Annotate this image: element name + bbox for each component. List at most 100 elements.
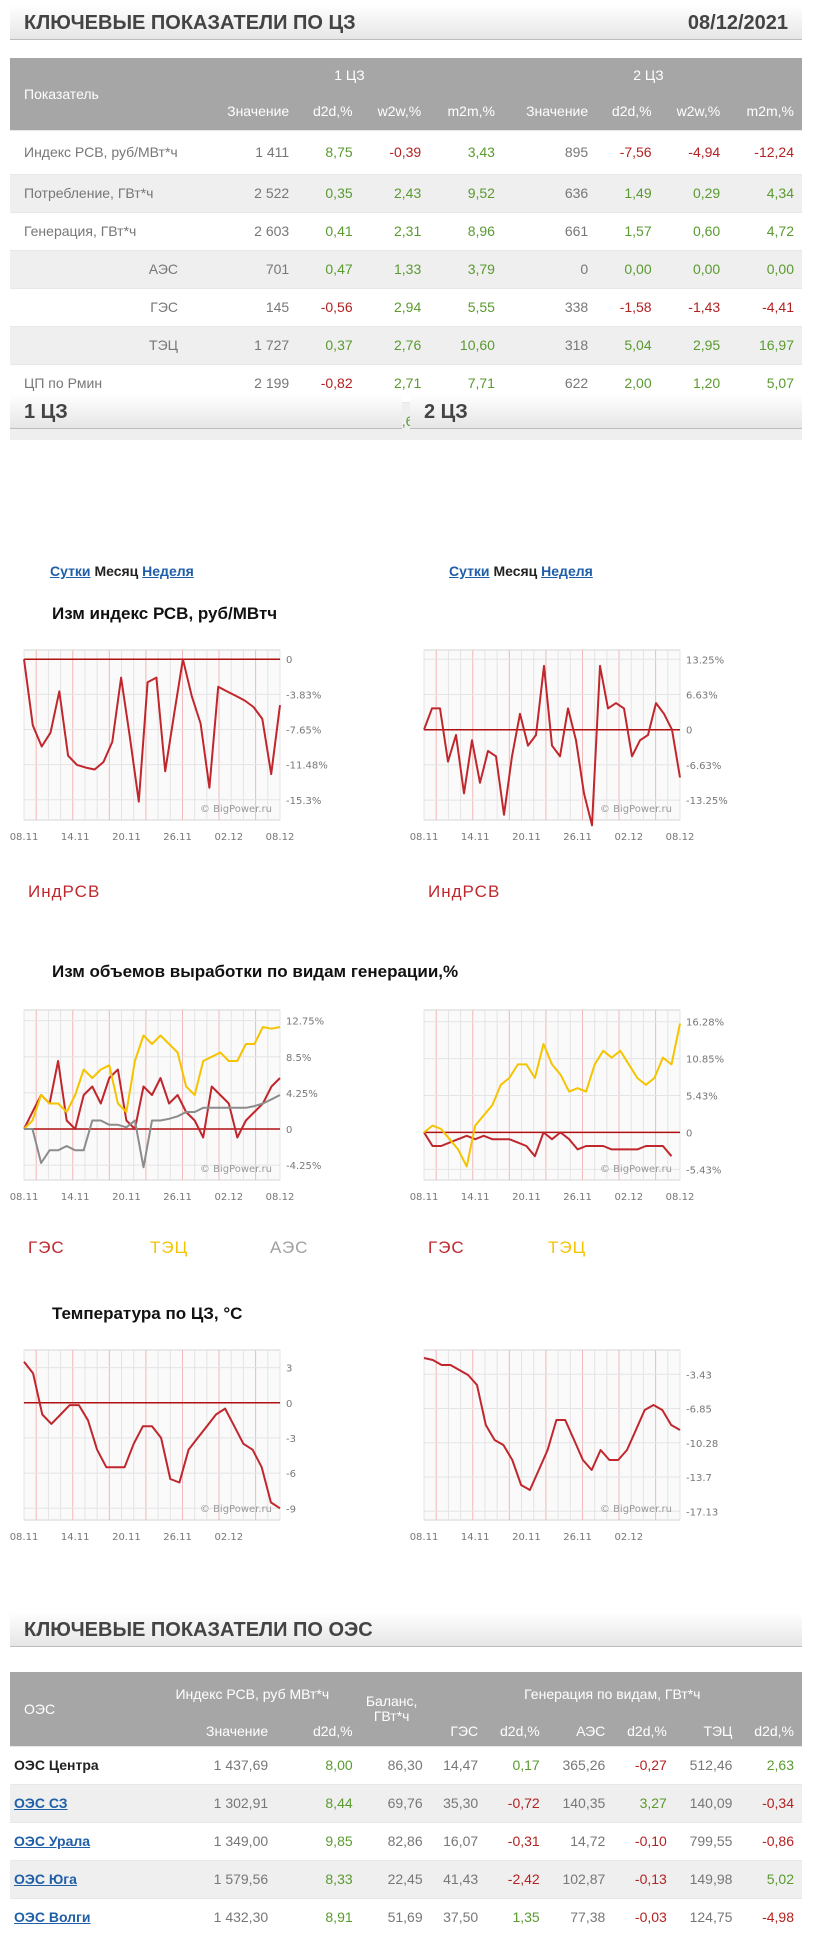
period-week-link[interactable]: Неделя bbox=[541, 563, 593, 579]
cell-value: 636 bbox=[502, 173, 597, 212]
table-row: Потребление, ГВт*ч 2 522 0,35 2,43 9,52 636 1,… bbox=[10, 173, 802, 212]
col-value: Значение bbox=[204, 92, 298, 130]
price-chart-title: Изм индекс РСВ, руб/МВтч bbox=[52, 604, 278, 623]
cell-value: 37,50 bbox=[430, 1897, 487, 1936]
cell-value: 0,35 bbox=[297, 173, 361, 212]
x-tick-label: 26.11 bbox=[163, 1192, 192, 1203]
cell-value: -4,41 bbox=[728, 287, 802, 326]
x-tick-label: 26.11 bbox=[563, 1532, 592, 1543]
chart-temp-cz2: -3.43 -6.85 -10.28 -13.7 -17.13 08.11 14.11 20.… bbox=[410, 1349, 718, 1543]
cell-value: 1 349,00 bbox=[152, 1821, 277, 1860]
y-tick-label: -4.25% bbox=[286, 1161, 321, 1172]
series-line bbox=[23, 1060, 281, 1139]
period-day-link[interactable]: Сутки bbox=[449, 563, 490, 579]
x-tick-label: 14.11 bbox=[461, 1532, 490, 1543]
cell-value: -0,31 bbox=[486, 1821, 548, 1860]
y-tick-label: 0 bbox=[286, 1125, 292, 1136]
cell-value: 5,02 bbox=[740, 1859, 802, 1898]
y-tick-label: -6 bbox=[286, 1469, 296, 1480]
oes-name[interactable]: ОЭС Юга bbox=[10, 1859, 152, 1898]
y-tick-label: 0 bbox=[286, 655, 292, 666]
series-line bbox=[23, 658, 281, 803]
cell-value: 140,35 bbox=[547, 1783, 614, 1822]
watermark: © BigPower.ru bbox=[600, 1504, 672, 1515]
gen-chart-title: Изм объемов выработки по видам генерации… bbox=[52, 962, 459, 981]
x-tick-label: 26.11 bbox=[563, 1192, 592, 1203]
cell-value: 1,49 bbox=[596, 173, 660, 212]
zone1-header: 1 ЦЗ bbox=[10, 394, 402, 429]
cell-value: -2,42 bbox=[486, 1859, 548, 1898]
cell-value: 512,46 bbox=[674, 1745, 741, 1784]
cell-value: 2 522 bbox=[204, 173, 298, 212]
y-tick-label: 0 bbox=[686, 726, 692, 737]
x-tick-label: 08.11 bbox=[410, 1192, 438, 1203]
x-tick-label: 20.11 bbox=[112, 832, 141, 843]
table-row: ОЭС СЗ 1 302,91 8,44 69,76 35,30 -0,72 140,35 3… bbox=[10, 1783, 802, 1822]
cell-value: 2,95 bbox=[659, 325, 729, 364]
cell-value: 1 432,30 bbox=[152, 1897, 277, 1936]
row-label: Генерация, ГВт*ч bbox=[10, 211, 204, 250]
x-tick-label: 26.11 bbox=[563, 832, 592, 843]
x-tick-label: 02.12 bbox=[214, 832, 243, 843]
oes-name[interactable]: ОЭС Волги bbox=[10, 1897, 152, 1936]
cell-value: 124,75 bbox=[674, 1897, 741, 1936]
cell-value: 661 bbox=[502, 211, 597, 250]
cell-value: 1 411 bbox=[204, 129, 298, 174]
table-row: Индекс РСВ, руб/МВт*ч 1 411 8,75 -0,39 3,43 8… bbox=[10, 129, 802, 174]
cell-value: 2,76 bbox=[360, 325, 430, 364]
series-line bbox=[423, 664, 681, 827]
legend-thermal-1: ТЭЦ bbox=[150, 1238, 189, 1257]
col-m2m: m2m,% bbox=[429, 92, 503, 130]
y-tick-label: 4.25% bbox=[286, 1089, 318, 1100]
x-tick-label: 20.11 bbox=[512, 1192, 541, 1203]
col-m2m: m2m,% bbox=[728, 92, 802, 130]
oes-table: ОЭС Индекс РСВ, руб МВт*ч Баланс, ГВт*ч … bbox=[10, 1672, 802, 1936]
oes-name[interactable]: ОЭС СЗ bbox=[10, 1783, 152, 1822]
x-tick-label: 14.11 bbox=[461, 832, 490, 843]
period-day-link[interactable]: Сутки bbox=[50, 563, 91, 579]
cell-value: 0,37 bbox=[297, 325, 361, 364]
x-tick-label: 08.12 bbox=[266, 1192, 295, 1203]
period-week-link[interactable]: Неделя bbox=[142, 563, 194, 579]
cell-value: 8,44 bbox=[276, 1783, 361, 1822]
legend-hydro-2: ГЭС bbox=[428, 1238, 465, 1257]
col-oes: ОЭС bbox=[10, 1672, 152, 1746]
y-tick-label: -7.65% bbox=[286, 725, 321, 736]
cell-value: 14,72 bbox=[547, 1821, 614, 1860]
col-hydro: ГЭС bbox=[430, 1716, 487, 1746]
cell-value: 3,27 bbox=[613, 1783, 675, 1822]
cell-value: 799,55 bbox=[674, 1821, 741, 1860]
x-tick-label: 14.11 bbox=[61, 1192, 90, 1203]
plot-area bbox=[23, 1349, 281, 1521]
zone1-title: 1 ЦЗ bbox=[24, 401, 68, 423]
y-tick-label: -13.7 bbox=[686, 1473, 712, 1484]
col-d2d: d2d,% bbox=[596, 92, 660, 130]
col-w2w: w2w,% bbox=[659, 92, 729, 130]
row-label: Потребление, ГВт*ч bbox=[10, 173, 204, 212]
page-header: КЛЮЧЕВЫЕ ПОКАЗАТЕЛИ ПО ЦЗ 08/12/2021 bbox=[10, 5, 802, 40]
col-group-1: 1 ЦЗ bbox=[204, 58, 503, 92]
cell-value: 77,38 bbox=[547, 1897, 614, 1936]
col-group-2: 2 ЦЗ bbox=[502, 58, 802, 92]
series-line bbox=[423, 1131, 673, 1158]
plot-area bbox=[423, 649, 681, 821]
cell-value: 365,26 bbox=[547, 1745, 614, 1784]
cz-indicators-table: Показатель 1 ЦЗ 2 ЦЗ Значение d2d,% w2w,… bbox=[10, 58, 802, 440]
y-tick-label: -11.48% bbox=[286, 761, 328, 772]
col-nuclear: АЭС bbox=[547, 1716, 614, 1746]
x-tick-label: 08.12 bbox=[266, 832, 295, 843]
cell-value: 16,97 bbox=[728, 325, 802, 364]
row-label: АЭС bbox=[10, 249, 204, 288]
col-d2d: d2d,% bbox=[486, 1716, 548, 1746]
watermark: © BigPower.ru bbox=[600, 1164, 672, 1175]
cell-value: 8,33 bbox=[276, 1859, 361, 1898]
cell-value: 701 bbox=[204, 249, 298, 288]
cell-value: -0,39 bbox=[360, 129, 430, 174]
col-balance: Баланс, ГВт*ч bbox=[360, 1672, 431, 1746]
temp-chart-title: Температура по ЦЗ, °С bbox=[52, 1304, 243, 1323]
oes-name[interactable]: ОЭС Урала bbox=[10, 1821, 152, 1860]
cell-value: 3,43 bbox=[429, 129, 503, 174]
legend-hydro-1: ГЭС bbox=[28, 1238, 65, 1257]
series-line bbox=[24, 1094, 281, 1169]
row-label: ГЭС bbox=[10, 287, 204, 326]
